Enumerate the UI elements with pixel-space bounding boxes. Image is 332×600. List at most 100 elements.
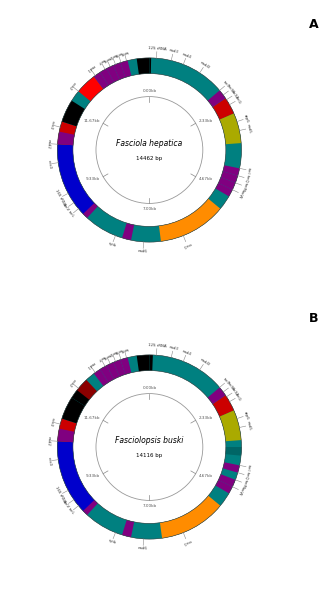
Text: 9.33kb: 9.33kb xyxy=(86,176,100,181)
Wedge shape xyxy=(83,203,98,218)
Wedge shape xyxy=(137,355,149,371)
Text: 2.33kb: 2.33kb xyxy=(199,119,213,124)
Wedge shape xyxy=(57,355,241,539)
Text: 16S rRNA: 16S rRNA xyxy=(54,188,66,207)
Text: trnS1: trnS1 xyxy=(226,84,235,95)
Text: trnQ: trnQ xyxy=(244,173,250,183)
Text: atp6: atp6 xyxy=(242,411,249,421)
Wedge shape xyxy=(212,98,234,119)
Text: trnH: trnH xyxy=(102,352,111,359)
Wedge shape xyxy=(57,144,97,217)
Text: nad4l: nad4l xyxy=(199,358,210,367)
Text: 7.00kb: 7.00kb xyxy=(142,207,156,211)
Text: 11.67kb: 11.67kb xyxy=(83,119,100,124)
Text: A: A xyxy=(309,18,318,31)
Text: trnR: trnR xyxy=(114,50,123,57)
Text: trnP: trnP xyxy=(120,346,128,352)
Wedge shape xyxy=(94,72,109,89)
Text: cox3: cox3 xyxy=(48,120,54,130)
Wedge shape xyxy=(57,58,241,242)
Wedge shape xyxy=(62,101,85,127)
Text: cox2: cox2 xyxy=(67,377,76,387)
Text: trnT: trnT xyxy=(222,80,231,89)
Wedge shape xyxy=(57,131,74,145)
Text: nad3: nad3 xyxy=(168,346,179,352)
Wedge shape xyxy=(113,359,125,377)
Text: nad4: nad4 xyxy=(181,349,192,356)
Wedge shape xyxy=(212,395,234,416)
Text: trnW: trnW xyxy=(237,485,245,496)
Text: trnH: trnH xyxy=(102,55,111,62)
Text: 0.00kb: 0.00kb xyxy=(142,386,156,390)
Text: trnG: trnG xyxy=(234,95,241,105)
Text: nad1: nad1 xyxy=(85,361,95,370)
Wedge shape xyxy=(219,113,241,144)
Wedge shape xyxy=(122,520,134,537)
Wedge shape xyxy=(215,480,232,493)
Text: trnV: trnV xyxy=(62,203,70,212)
Wedge shape xyxy=(94,369,109,386)
Wedge shape xyxy=(77,380,97,400)
Wedge shape xyxy=(83,500,98,515)
Text: trnS2: trnS2 xyxy=(230,386,239,397)
Text: cox1: cox1 xyxy=(182,538,192,545)
Wedge shape xyxy=(57,58,241,242)
Wedge shape xyxy=(219,410,241,441)
Wedge shape xyxy=(57,355,241,539)
Wedge shape xyxy=(160,496,220,538)
Text: trnQ: trnQ xyxy=(244,470,250,480)
Text: 14116 bp: 14116 bp xyxy=(136,453,163,458)
Text: trnW: trnW xyxy=(237,188,245,199)
Wedge shape xyxy=(121,358,131,374)
Text: cox1: cox1 xyxy=(182,241,192,248)
Text: nad4l: nad4l xyxy=(199,61,210,70)
Text: B: B xyxy=(309,312,318,325)
Wedge shape xyxy=(149,58,151,74)
Wedge shape xyxy=(223,462,240,473)
Wedge shape xyxy=(62,398,85,424)
Text: nad5: nad5 xyxy=(245,421,251,431)
Wedge shape xyxy=(208,388,225,404)
Text: trnS2: trnS2 xyxy=(230,89,239,100)
Wedge shape xyxy=(107,65,120,82)
Text: cox3: cox3 xyxy=(46,159,52,169)
Wedge shape xyxy=(149,355,153,371)
Wedge shape xyxy=(57,428,74,442)
Text: trnL: trnL xyxy=(67,508,75,516)
Text: 2.33kb: 2.33kb xyxy=(199,416,213,421)
Text: cox3: cox3 xyxy=(48,417,54,427)
Text: trnV: trnV xyxy=(62,500,70,509)
Text: nad2: nad2 xyxy=(46,436,50,446)
Wedge shape xyxy=(100,68,114,85)
Text: cox3: cox3 xyxy=(46,456,52,466)
Wedge shape xyxy=(208,91,225,107)
Wedge shape xyxy=(113,62,125,80)
Text: 11.67kb: 11.67kb xyxy=(83,416,100,421)
Text: nad2: nad2 xyxy=(46,139,50,149)
Text: Fasciolopsis buski: Fasciolopsis buski xyxy=(115,436,184,445)
Wedge shape xyxy=(221,172,238,183)
Text: trnS1: trnS1 xyxy=(226,381,235,392)
Text: 4.67kb: 4.67kb xyxy=(199,473,213,478)
Text: 9.33kb: 9.33kb xyxy=(86,473,100,478)
Wedge shape xyxy=(57,419,77,442)
Text: trnR: trnR xyxy=(114,347,123,354)
Text: trnE: trnE xyxy=(108,52,117,59)
Text: Fasciola hepatica: Fasciola hepatica xyxy=(116,139,183,148)
Wedge shape xyxy=(57,122,77,145)
Text: cytb: cytb xyxy=(108,538,117,545)
Wedge shape xyxy=(107,362,120,379)
Wedge shape xyxy=(100,365,114,382)
Text: 16S rRNA: 16S rRNA xyxy=(54,485,66,504)
Text: nad6: nad6 xyxy=(138,249,148,253)
Text: trnF: trnF xyxy=(96,58,105,65)
Text: trnM: trnM xyxy=(241,478,248,488)
Text: 14462 bp: 14462 bp xyxy=(136,156,163,161)
Wedge shape xyxy=(137,58,149,74)
Text: 7.00kb: 7.00kb xyxy=(142,504,156,508)
Wedge shape xyxy=(78,77,103,101)
Wedge shape xyxy=(122,223,134,240)
Text: trnI: trnI xyxy=(246,464,251,471)
Text: nad5: nad5 xyxy=(245,124,251,134)
Text: trnT: trnT xyxy=(222,377,231,386)
